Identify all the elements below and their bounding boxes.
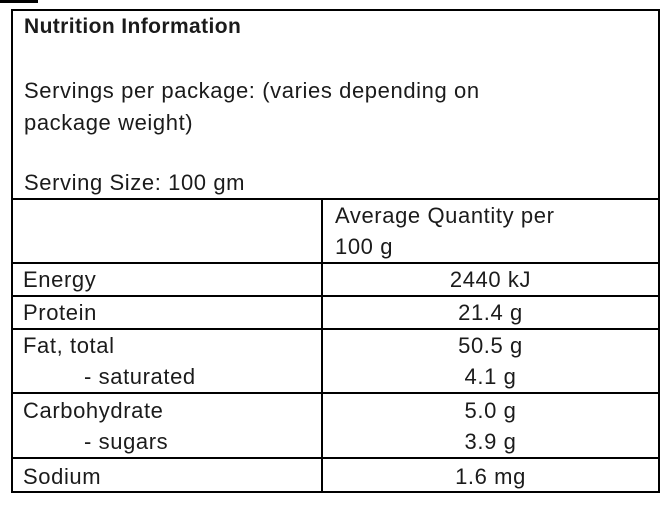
nutrient-sub-value: 4.1 g [464, 364, 517, 389]
serving-size-text: Serving Size: 100 gm [24, 170, 246, 195]
nutrient-value: 50.5 g [458, 333, 523, 358]
nutrient-value-cell: 21.4 g [322, 295, 658, 329]
table-row-energy: Energy 2440 kJ [13, 262, 658, 296]
nutrition-table: Average Quantity per 100 g Energy 2440 k… [13, 198, 658, 493]
nutrient-sub-name: - sugars [84, 428, 169, 454]
nutrient-value-cell: 2440 kJ [322, 262, 658, 296]
table-row-carbohydrate: Carbohydrate - sugars 5.0 g 3.9 g [13, 392, 658, 458]
panel-title: Nutrition Information [24, 15, 242, 38]
header-quantity-line-1: Average Quantity per [335, 203, 555, 228]
servings-line-2: package weight) [24, 110, 194, 135]
nutrient-value-cell: 1.6 mg [322, 457, 658, 493]
nutrient-value: 21.4 g [458, 300, 523, 325]
nutrient-name: Energy [23, 267, 97, 292]
table-row-sodium: Sodium 1.6 mg [13, 457, 658, 493]
nutrient-value: 5.0 g [464, 397, 517, 423]
table-header-row: Average Quantity per 100 g [13, 198, 658, 263]
nutrition-panel: Nutrition Information Servings per packa… [11, 9, 660, 493]
nutrient-value: 2440 kJ [449, 267, 532, 292]
nutrient-name: Carbohydrate [23, 397, 164, 423]
nutrient-name-cell: Protein [13, 295, 323, 329]
nutrient-name: Protein [23, 300, 97, 325]
crop-artifact-line [0, 0, 38, 3]
header-empty-cell [13, 198, 323, 263]
table-row-protein: Protein 21.4 g [13, 295, 658, 329]
nutrient-value-cell: 50.5 g 4.1 g [322, 328, 658, 393]
servings-line-1: Servings per package: (varies depending … [24, 78, 480, 103]
nutrient-sub-value: 3.9 g [464, 428, 517, 454]
header-quantity-line-2: 100 g [335, 234, 394, 259]
nutrient-value-cell: 5.0 g 3.9 g [322, 392, 658, 458]
nutrient-name-cell: Energy [13, 262, 323, 296]
nutrient-name-cell: Carbohydrate - sugars [13, 392, 323, 458]
nutrient-sub-name: - saturated [84, 364, 196, 389]
nutrient-name-cell: Sodium [13, 457, 323, 493]
panel-intro: Nutrition Information Servings per packa… [13, 11, 658, 198]
table-row-fat: Fat, total - saturated 50.5 g 4.1 g [13, 328, 658, 393]
nutrient-name: Fat, total [23, 333, 115, 358]
nutrient-value: 1.6 mg [455, 463, 526, 489]
nutrient-name-cell: Fat, total - saturated [13, 328, 323, 393]
nutrient-name: Sodium [23, 463, 102, 489]
header-quantity-cell: Average Quantity per 100 g [322, 198, 658, 263]
servings-per-package-text: Servings per package: (varies depending … [24, 75, 480, 139]
